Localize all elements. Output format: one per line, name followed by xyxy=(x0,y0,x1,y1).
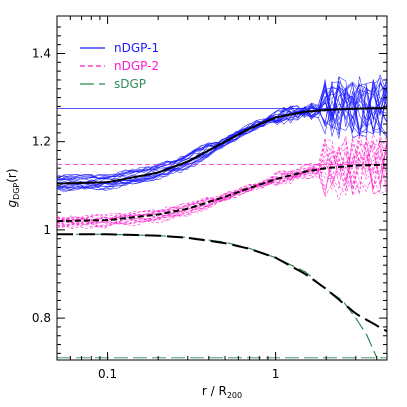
simulation-line-ndgp-2 xyxy=(57,135,387,222)
x-axis-title-main: r / R xyxy=(202,384,227,398)
simulation-line-ndgp-2 xyxy=(57,135,387,221)
simulation-line-ndgp-2 xyxy=(57,135,387,230)
theory-curve-ndgp-1 xyxy=(57,107,387,185)
simulation-line-sdgp xyxy=(57,233,378,359)
legend-label-ndgp-1: nDGP-1 xyxy=(114,41,159,55)
simulation-line-ndgp-1 xyxy=(57,82,387,189)
x-axis-title: r / R200 xyxy=(202,384,242,400)
simulation-line-ndgp-1 xyxy=(57,91,387,180)
simulation-line-ndgp-2 xyxy=(57,150,387,227)
y-axis-title-main: g xyxy=(5,200,19,208)
y-tick-label: 1.4 xyxy=(32,46,51,60)
x-tick-label: 1 xyxy=(272,367,280,381)
theory-curve-ndgp-2 xyxy=(57,163,387,223)
y-axis-title: gDGP(r) xyxy=(5,168,21,207)
y-tick-label: 1 xyxy=(43,223,51,237)
simulation-line-ndgp-2 xyxy=(57,140,387,225)
theory-curve-sdgp xyxy=(57,233,387,333)
y-axis-title-suffix: (r) xyxy=(5,168,19,182)
theory-curves xyxy=(57,107,387,333)
legend: nDGP-1 nDGP-2 sDGP xyxy=(80,41,159,91)
legend-label-ndgp-2: nDGP-2 xyxy=(114,59,159,73)
y-tick-label: 1.2 xyxy=(32,135,51,149)
y-axis-title-sub: DGP xyxy=(12,183,21,200)
simulation-line-ndgp-2 xyxy=(57,141,387,228)
simulation-line-ndgp-1 xyxy=(57,83,387,191)
axis-ticks xyxy=(56,16,387,360)
simulation-line-ndgp-2 xyxy=(57,136,387,220)
simulation-line-ndgp-1 xyxy=(57,81,387,191)
simulation-line-ndgp-2 xyxy=(57,134,387,224)
simulation-bundles xyxy=(57,74,387,359)
y-tick-label: 0.8 xyxy=(32,311,51,325)
legend-label-sdgp: sDGP xyxy=(114,77,146,91)
simulation-line-ndgp-1 xyxy=(57,81,387,179)
x-axis-title-sub: 200 xyxy=(227,391,242,400)
plot-frame xyxy=(56,15,388,361)
tick-labels: 0.1 1 0.8 1 1.2 1.4 xyxy=(32,46,280,381)
x-tick-label: 0.1 xyxy=(98,367,117,381)
